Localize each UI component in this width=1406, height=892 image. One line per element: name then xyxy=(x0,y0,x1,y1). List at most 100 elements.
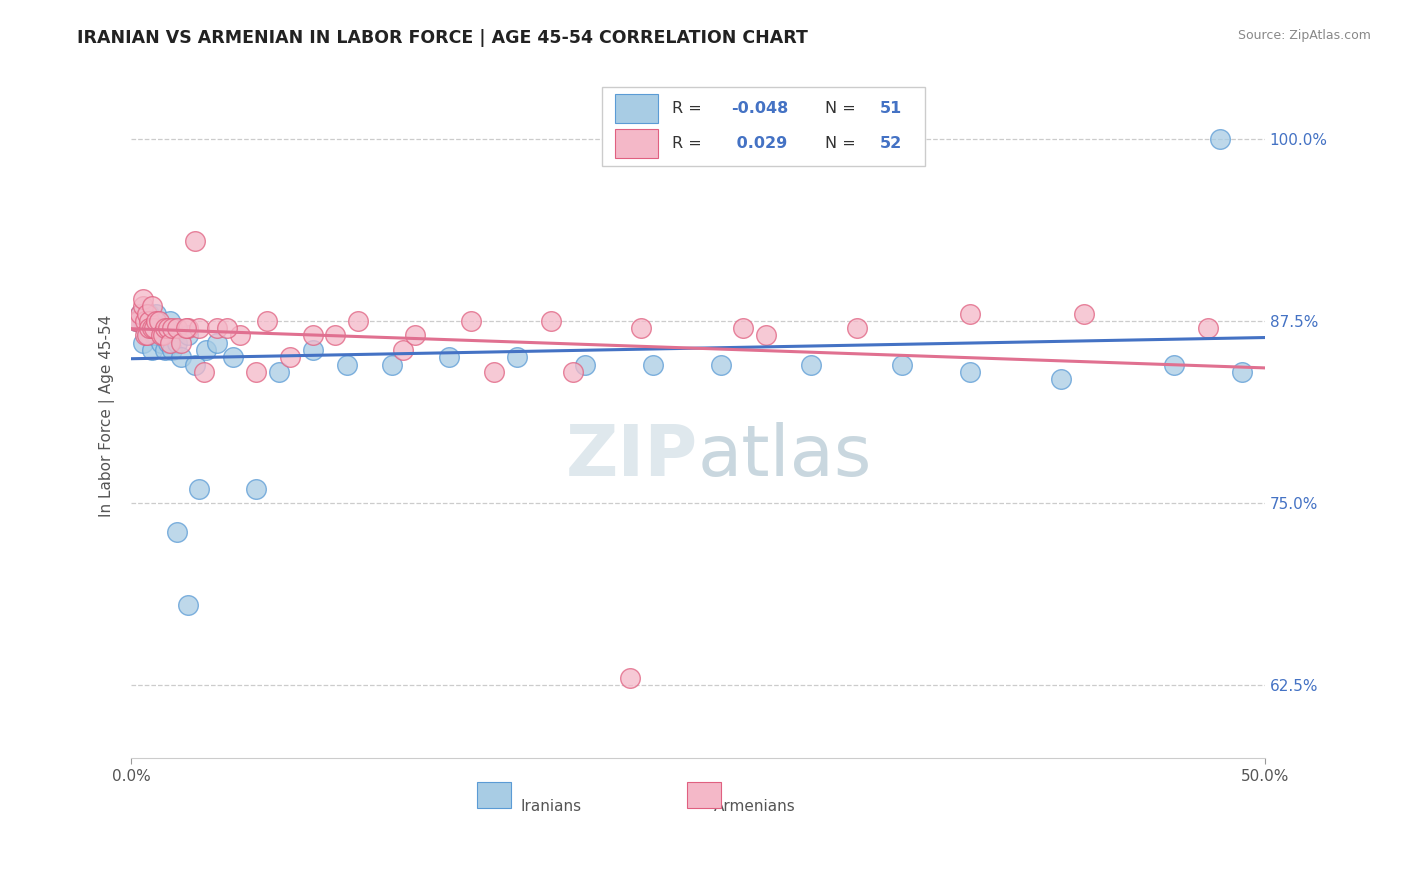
Point xyxy=(959,307,981,321)
Point xyxy=(437,351,460,365)
Point xyxy=(131,314,153,328)
Point xyxy=(574,358,596,372)
Point xyxy=(1073,307,1095,321)
Point xyxy=(131,299,153,313)
Point xyxy=(136,321,159,335)
Point xyxy=(152,321,174,335)
Point xyxy=(141,314,163,328)
Y-axis label: In Labor Force | Age 45-54: In Labor Force | Age 45-54 xyxy=(100,315,115,516)
Point xyxy=(215,321,238,335)
Point xyxy=(800,358,823,372)
Point xyxy=(506,351,529,365)
Point xyxy=(136,307,159,321)
Point xyxy=(170,351,193,365)
Point xyxy=(347,314,370,328)
Point xyxy=(166,525,188,540)
Point xyxy=(222,351,245,365)
Point xyxy=(159,335,181,350)
Point xyxy=(207,321,229,335)
Point xyxy=(160,343,183,357)
Point xyxy=(278,351,301,365)
Text: Iranians: Iranians xyxy=(520,799,581,814)
Point xyxy=(184,358,207,372)
Point xyxy=(134,314,156,328)
Point xyxy=(136,314,159,328)
FancyBboxPatch shape xyxy=(477,781,510,807)
Text: Source: ZipAtlas.com: Source: ZipAtlas.com xyxy=(1237,29,1371,42)
Point xyxy=(562,365,585,379)
Point xyxy=(129,307,152,321)
Point xyxy=(155,343,177,357)
Point xyxy=(174,321,197,335)
Point xyxy=(136,328,159,343)
Point xyxy=(138,328,160,343)
Point xyxy=(145,307,167,321)
Point xyxy=(156,335,179,350)
Text: 51: 51 xyxy=(880,102,901,116)
Point xyxy=(160,321,183,335)
Text: N =: N = xyxy=(825,136,860,151)
Point xyxy=(170,335,193,350)
Text: R =: R = xyxy=(672,102,707,116)
Point xyxy=(1197,321,1219,335)
Point xyxy=(301,328,323,343)
Point xyxy=(188,482,211,496)
Point xyxy=(1163,358,1185,372)
FancyBboxPatch shape xyxy=(616,95,658,123)
Point xyxy=(245,365,267,379)
Point xyxy=(159,314,181,328)
Text: 0.029: 0.029 xyxy=(731,136,787,151)
Point xyxy=(845,321,868,335)
Point xyxy=(619,671,641,685)
Point xyxy=(138,307,160,321)
Point xyxy=(134,328,156,343)
FancyBboxPatch shape xyxy=(686,781,721,807)
Point xyxy=(134,321,156,335)
Point xyxy=(141,343,163,357)
Point xyxy=(184,234,207,248)
Point xyxy=(245,482,267,496)
Point xyxy=(131,292,153,306)
Text: R =: R = xyxy=(672,136,707,151)
Point xyxy=(301,343,323,357)
Point xyxy=(229,328,252,343)
Point xyxy=(148,321,170,335)
Point xyxy=(166,335,188,350)
Point xyxy=(755,328,778,343)
Point xyxy=(256,314,278,328)
Point xyxy=(267,365,290,379)
Point xyxy=(710,358,733,372)
Text: ZIP: ZIP xyxy=(565,422,699,491)
Point xyxy=(141,321,163,335)
Point xyxy=(166,321,188,335)
Point xyxy=(177,599,200,613)
Point xyxy=(143,321,166,335)
Point xyxy=(336,358,359,372)
Point xyxy=(1208,131,1230,145)
Text: 52: 52 xyxy=(880,136,901,151)
Point xyxy=(177,328,200,343)
Point xyxy=(891,358,914,372)
Point xyxy=(177,321,200,335)
Point xyxy=(143,321,166,335)
Point xyxy=(138,321,160,335)
Point xyxy=(207,335,229,350)
Point xyxy=(149,335,172,350)
Point xyxy=(325,328,347,343)
FancyBboxPatch shape xyxy=(602,87,925,166)
Point xyxy=(392,343,415,357)
Point xyxy=(959,365,981,379)
Point xyxy=(156,321,179,335)
Point xyxy=(155,321,177,335)
Text: atlas: atlas xyxy=(699,422,873,491)
Point xyxy=(148,314,170,328)
Point xyxy=(195,343,218,357)
Point xyxy=(1050,372,1073,386)
Point xyxy=(127,314,149,328)
Text: N =: N = xyxy=(825,102,860,116)
Point xyxy=(141,299,163,313)
Text: -0.048: -0.048 xyxy=(731,102,789,116)
Point xyxy=(125,314,148,328)
Point xyxy=(149,328,172,343)
Point xyxy=(138,314,160,328)
